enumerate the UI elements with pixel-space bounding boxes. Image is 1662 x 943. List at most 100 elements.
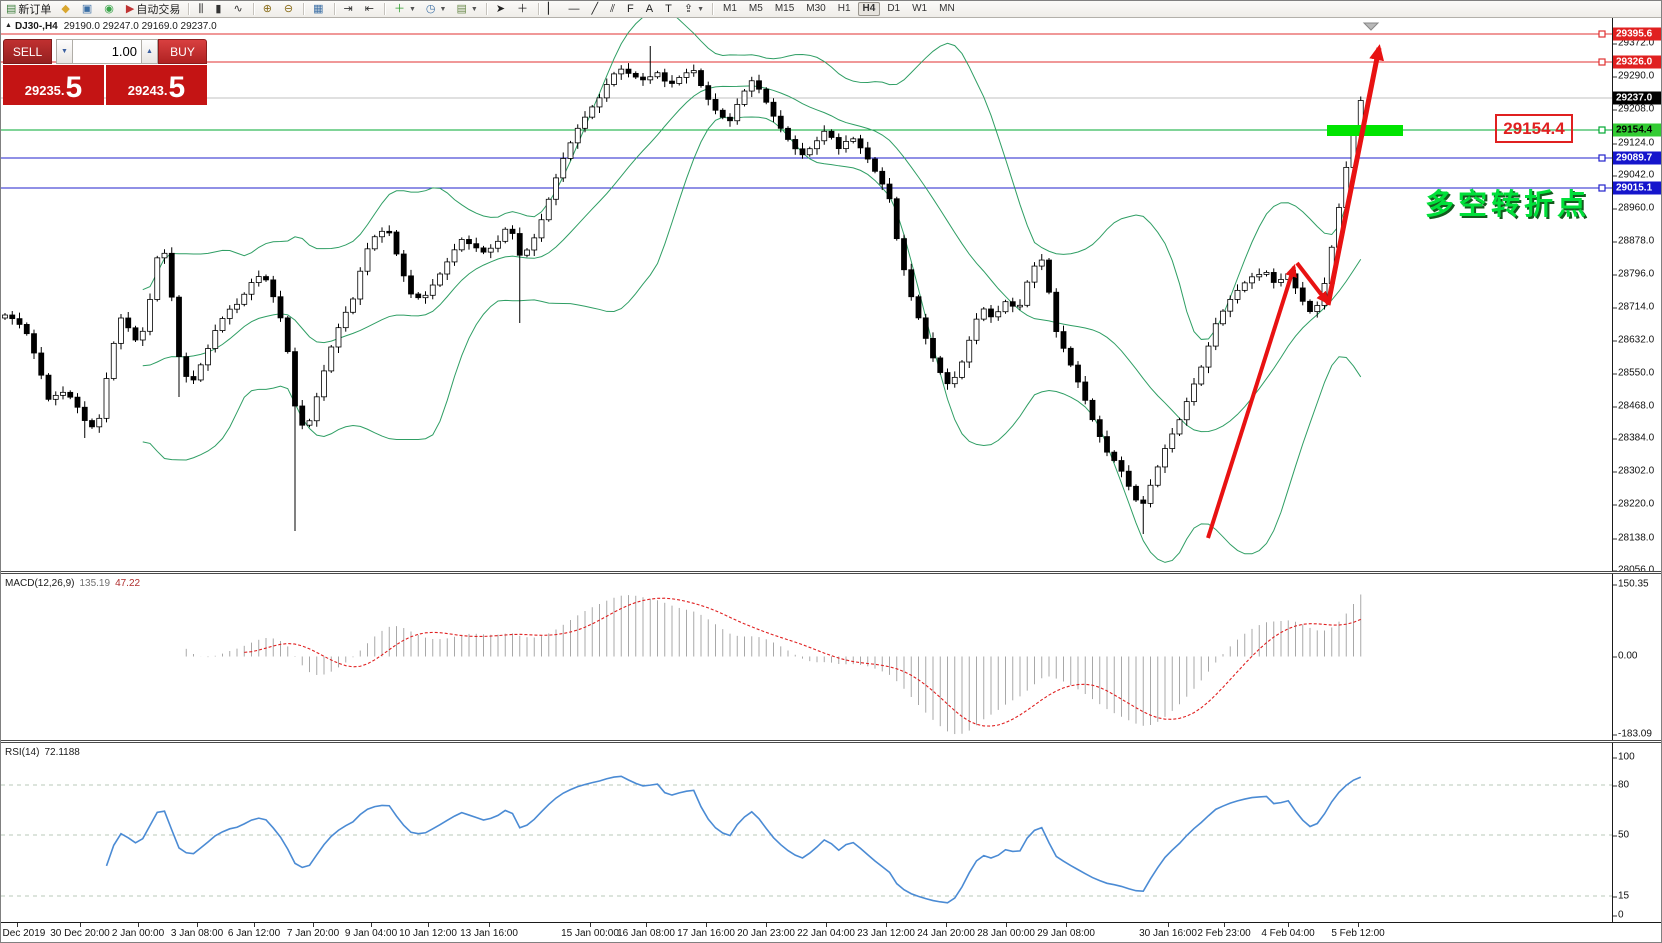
time-tick [371,923,372,927]
time-axis: 27 Dec 2019 30 Dec 20:002 Jan 00:00 3 Jan … [1,922,1661,942]
timeframe-button-h1[interactable]: H1 [837,3,851,14]
buy-button[interactable]: BUY [158,39,207,64]
market-watch-icon[interactable]: ◆ [57,2,75,16]
macd-value: 135.19 [79,578,111,589]
horizontal-line-icon[interactable]: — [565,2,586,16]
time-tick [489,923,490,927]
bar-chart-icon[interactable]: ⫼ [194,2,209,16]
crosshair-icon[interactable]: ＋ [513,2,534,16]
dropdown-arrow-icon[interactable]: ▼ [470,5,478,13]
timeframe-button-m5[interactable]: M5 [748,3,763,14]
price-tick: 28550.0 [1612,367,1655,379]
sell-price-panel[interactable]: 29235. 5 [3,65,104,105]
timeframe-button-d1[interactable]: D1 [887,3,901,14]
toolbar: ▤ 新订单 ◆ ▣ ◉ ▶ 自动交易 ⫼ ▮ ∿ ⊕ ⊖ ▦ ⇥ ⇤ ＋ ▼ ◷ ▼ ▤ ▼ ➤ ＋ ▏ — ╱ ⫽ F A T ⇪ ▼ M1 M… [1,1,1661,18]
cursor-icon[interactable]: ➤ [492,2,511,16]
new-order-button[interactable]: ▤ 新订单 [6,3,52,16]
candlestick-icon: ▮ [215,3,222,15]
sell-price-big-digit: 5 [65,71,83,104]
price-level-badge: 29395.6 [1613,27,1661,41]
collapse-arrow-icon[interactable]: ▲ [5,22,12,29]
price-annotation-box[interactable]: 29154.4 [1495,114,1573,143]
line-chart-icon[interactable]: ∿ [229,2,248,16]
tile-windows-icon[interactable]: ▦ [309,2,329,16]
buy-price-panel[interactable]: 29243. 5 [106,65,207,105]
price-tick: 28302.0 [1612,465,1655,477]
price-tick: 28960.0 [1612,202,1655,214]
time-label: 10 Jan 12:00 [399,928,457,939]
text-icon[interactable]: A [642,2,659,16]
time-label: 15 Jan 00:00 [561,928,619,939]
toolbar-separator [333,3,336,15]
label-icon: T [665,3,672,15]
price-tick: 28138.0 [1612,532,1655,544]
signals-icon[interactable]: ◉ [100,2,120,16]
time-tick [590,923,591,927]
trendline-icon[interactable]: ╱ [588,2,605,16]
volume-increase-button[interactable]: ▲ [141,39,158,64]
dropdown-arrow-icon[interactable]: ▼ [697,5,704,13]
zoom-in-icon[interactable]: ⊕ [259,2,278,16]
panel-divider-rsi[interactable] [1,740,1661,743]
label-icon[interactable]: T [661,2,678,16]
templates-icon: ▤ [456,3,467,15]
toolbar-separator [252,3,255,15]
zoom-out-icon[interactable]: ⊖ [280,2,299,16]
time-label: 9 Jan 04:00 [344,928,398,939]
chinese-annotation[interactable]: 多空转折点 [1425,189,1591,221]
time-label: 30 Dec 20:00 [50,928,110,939]
zoom-in-icon: ⊕ [262,3,272,15]
terminal-icon[interactable]: ▣ [78,2,98,16]
bollinger-bands [142,18,1362,563]
time-label: 30 Jan 16:00 [1139,928,1197,939]
dropdown-arrow-icon[interactable]: ▼ [439,5,447,13]
auto-scroll-icon[interactable]: ⇥ [340,2,359,16]
volume-input[interactable] [73,39,141,64]
time-tick [1288,923,1289,927]
timeframe-button-mn[interactable]: MN [939,3,955,14]
rsi-value: 72.1188 [44,747,80,758]
volume-stepper: ▼ ▲ [56,39,158,64]
autotrading-button[interactable]: ▶ 自动交易 [125,3,181,16]
periods-icon[interactable]: ◷ ▼ [422,2,451,16]
candlestick-icon[interactable]: ▮ [211,2,227,16]
price-level-badge: 29237.0 [1613,91,1661,105]
timeframe-button-m1[interactable]: M1 [723,3,737,14]
macd-axis-tick: 0.00 [1612,650,1638,662]
timeframe-button-m30[interactable]: M30 [806,3,826,14]
panel-divider-macd[interactable] [1,571,1661,574]
volume-decrease-button[interactable]: ▼ [56,39,73,64]
sell-button[interactable]: SELL [3,39,52,64]
time-tick [826,923,827,927]
time-label: 24 Jan 20:00 [917,928,975,939]
timeframe-button-m15[interactable]: M15 [774,3,795,14]
time-label: 4 Feb 04:00 [1261,928,1315,939]
indicators-icon: ＋ [393,3,405,15]
horizontal-line-icon: — [568,3,580,15]
price-level-badge: 29089.7 [1613,151,1661,165]
channel-icon: ⫽ [610,3,616,15]
time-tick [886,923,887,927]
time-tick [1224,923,1225,927]
trend-arrows[interactable] [1206,44,1385,539]
timeframe-button-h4[interactable]: H4 [857,2,881,16]
price-tick: 28632.0 [1612,334,1655,346]
time-label: 22 Jan 04:00 [797,928,855,939]
channel-icon[interactable]: ⫽ [606,2,621,16]
arrows-icon[interactable]: ⇪ ▼ [680,2,708,16]
fibonacci-icon[interactable]: F [623,2,640,16]
time-label: 20 Jan 23:00 [737,928,795,939]
templates-icon[interactable]: ▤ ▼ [452,2,481,16]
vertical-line-icon[interactable]: ▏ [544,2,562,16]
buy-price: 29243 [127,83,164,98]
time-tick [197,923,198,927]
chart-shift-icon[interactable]: ⇤ [361,2,380,16]
timeframe-button-w1[interactable]: W1 [912,3,928,14]
dropdown-arrow-icon[interactable]: ▼ [408,5,416,13]
chart-shift-marker-icon[interactable] [1362,22,1380,31]
rsi-axis-tick: 80 [1612,779,1630,791]
toolbar-separator [712,3,714,15]
arrows-icon: ⇪ [683,3,694,15]
crosshair-icon: ＋ [517,3,529,15]
indicators-icon[interactable]: ＋ ▼ [390,2,420,16]
